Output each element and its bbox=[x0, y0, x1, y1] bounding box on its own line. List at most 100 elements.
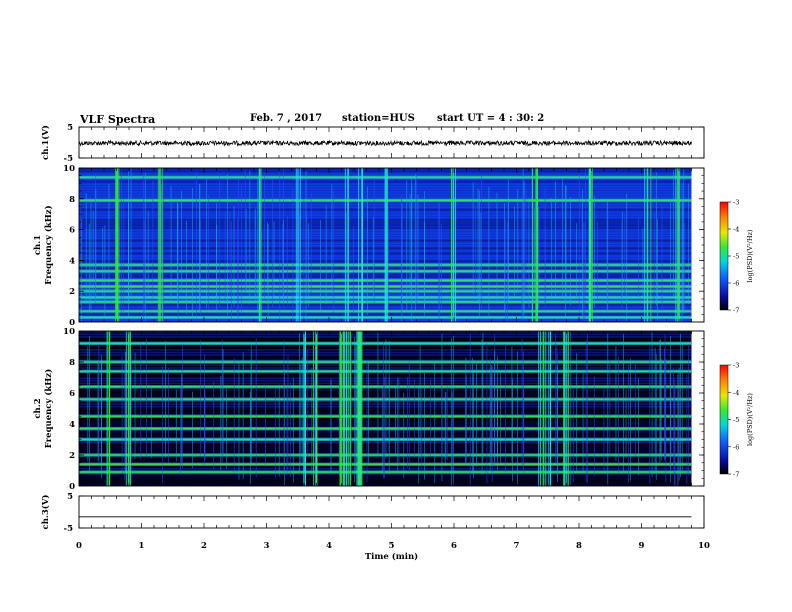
y-tick-label: 8 bbox=[69, 358, 75, 368]
noise-row bbox=[79, 431, 692, 434]
noise-row bbox=[79, 367, 692, 369]
noise-row bbox=[79, 457, 692, 460]
y-tick-label: 0 bbox=[69, 482, 75, 492]
noise-row bbox=[79, 333, 692, 336]
colorbar-tick-label: -7 bbox=[733, 471, 739, 479]
station-label: station=HUS bbox=[342, 113, 415, 124]
noise-row bbox=[79, 359, 692, 361]
colorbar-tick-label: -6 bbox=[733, 280, 739, 288]
frequency-band-core bbox=[79, 438, 692, 441]
y-axis-label: Frequency (kHz) bbox=[43, 369, 54, 448]
frequency-band-core bbox=[79, 342, 692, 344]
noise-row bbox=[79, 411, 692, 413]
start-time-label: start UT = 4 : 30: 2 bbox=[437, 113, 545, 124]
frequency-band-core bbox=[79, 428, 692, 430]
x-tick-label: 7 bbox=[514, 541, 520, 551]
noise-row bbox=[79, 331, 692, 333]
y-axis-label: ch.2 bbox=[33, 398, 43, 418]
x-tick-label: 1 bbox=[139, 541, 145, 551]
noise-row bbox=[79, 349, 692, 351]
x-tick-label: 9 bbox=[639, 541, 645, 551]
noise-row bbox=[79, 377, 692, 380]
noise-row bbox=[79, 444, 692, 447]
y-tick-label: 2 bbox=[69, 287, 75, 297]
noise-row bbox=[79, 436, 692, 439]
noise-row bbox=[79, 390, 692, 392]
noise-row bbox=[79, 465, 692, 467]
noise-row bbox=[79, 382, 692, 385]
noise-row bbox=[79, 480, 692, 483]
noise-row bbox=[79, 356, 692, 359]
noise-row bbox=[79, 424, 692, 426]
noise-row bbox=[79, 483, 692, 485]
colorbar bbox=[719, 364, 729, 475]
noise-row bbox=[79, 408, 692, 411]
colorbar-tick-label: -5 bbox=[733, 416, 739, 424]
noise-row bbox=[79, 434, 692, 436]
x-tick-label: 4 bbox=[326, 541, 332, 551]
noise-row bbox=[79, 336, 692, 338]
y-tick-label: 5 bbox=[67, 492, 73, 502]
y-tick-label: 6 bbox=[69, 226, 75, 236]
noise-row bbox=[79, 372, 692, 374]
frequency-band-core bbox=[79, 398, 692, 400]
y-tick-label: 8 bbox=[69, 195, 75, 205]
colorbar-tick-label: -3 bbox=[733, 199, 739, 207]
colorbar-tick-label: -6 bbox=[733, 443, 739, 451]
colorbar-tick-label: -5 bbox=[733, 253, 739, 261]
frequency-band-core bbox=[79, 370, 692, 372]
noise-row bbox=[79, 387, 692, 390]
noise-row bbox=[79, 380, 692, 382]
colorbar-tick-label: -7 bbox=[733, 307, 739, 315]
colorbar-tick-label: -3 bbox=[733, 362, 739, 370]
y-tick-label: 10 bbox=[63, 327, 75, 337]
date-label: Feb. 7 , 2017 bbox=[250, 113, 323, 124]
y-tick-label: 4 bbox=[69, 420, 75, 430]
noise-row bbox=[79, 374, 692, 377]
noise-row bbox=[79, 449, 692, 452]
x-tick-label: 5 bbox=[389, 541, 395, 551]
noise-row bbox=[79, 403, 692, 405]
frequency-band-core bbox=[79, 471, 692, 473]
y-axis-label: ch.1 bbox=[33, 235, 43, 255]
y-axis-label: Frequency (kHz) bbox=[43, 205, 54, 284]
frequency-band-core bbox=[79, 415, 692, 417]
y-tick-label: 4 bbox=[69, 256, 75, 266]
y-tick-label: 2 bbox=[69, 451, 75, 461]
noise-row bbox=[79, 478, 692, 480]
frequency-band-core bbox=[79, 454, 692, 456]
frequency-band-core bbox=[79, 386, 692, 388]
ch1-waveform bbox=[78, 139, 692, 147]
y-tick-label: 0 bbox=[69, 318, 75, 328]
noise-row bbox=[79, 475, 692, 478]
x-tick-label: 10 bbox=[698, 541, 710, 551]
noise-row bbox=[79, 354, 692, 356]
noise-row bbox=[79, 447, 692, 449]
x-axis-label: Time (min) bbox=[365, 551, 418, 562]
colorbar-tick-label: -4 bbox=[733, 389, 739, 397]
y-tick-label: 10 bbox=[63, 164, 75, 174]
x-tick-label: 2 bbox=[201, 541, 207, 551]
y-axis-label: ch.1(V) bbox=[40, 125, 51, 160]
noise-row bbox=[79, 418, 692, 421]
noise-row bbox=[79, 473, 692, 475]
chart-title: VLF Spectra bbox=[80, 113, 156, 126]
y-tick-label: -5 bbox=[64, 154, 74, 164]
y-axis-label: ch.3(V) bbox=[40, 495, 51, 530]
noise-row bbox=[79, 400, 692, 403]
y-tick-label: 5 bbox=[67, 123, 73, 133]
x-tick-label: 8 bbox=[576, 541, 582, 551]
noise-row bbox=[79, 346, 692, 349]
x-tick-label: 0 bbox=[76, 541, 82, 551]
noise-row bbox=[79, 405, 692, 408]
noise-row bbox=[79, 413, 692, 416]
frequency-band-core bbox=[79, 463, 692, 465]
colorbar-label: log(PSD)(V²/Hz) bbox=[746, 229, 754, 282]
x-tick-label: 6 bbox=[451, 541, 457, 551]
noise-row bbox=[79, 452, 692, 454]
noise-row bbox=[79, 460, 692, 462]
noise-row bbox=[79, 467, 692, 470]
noise-row bbox=[79, 442, 692, 444]
noise-row bbox=[79, 351, 692, 354]
